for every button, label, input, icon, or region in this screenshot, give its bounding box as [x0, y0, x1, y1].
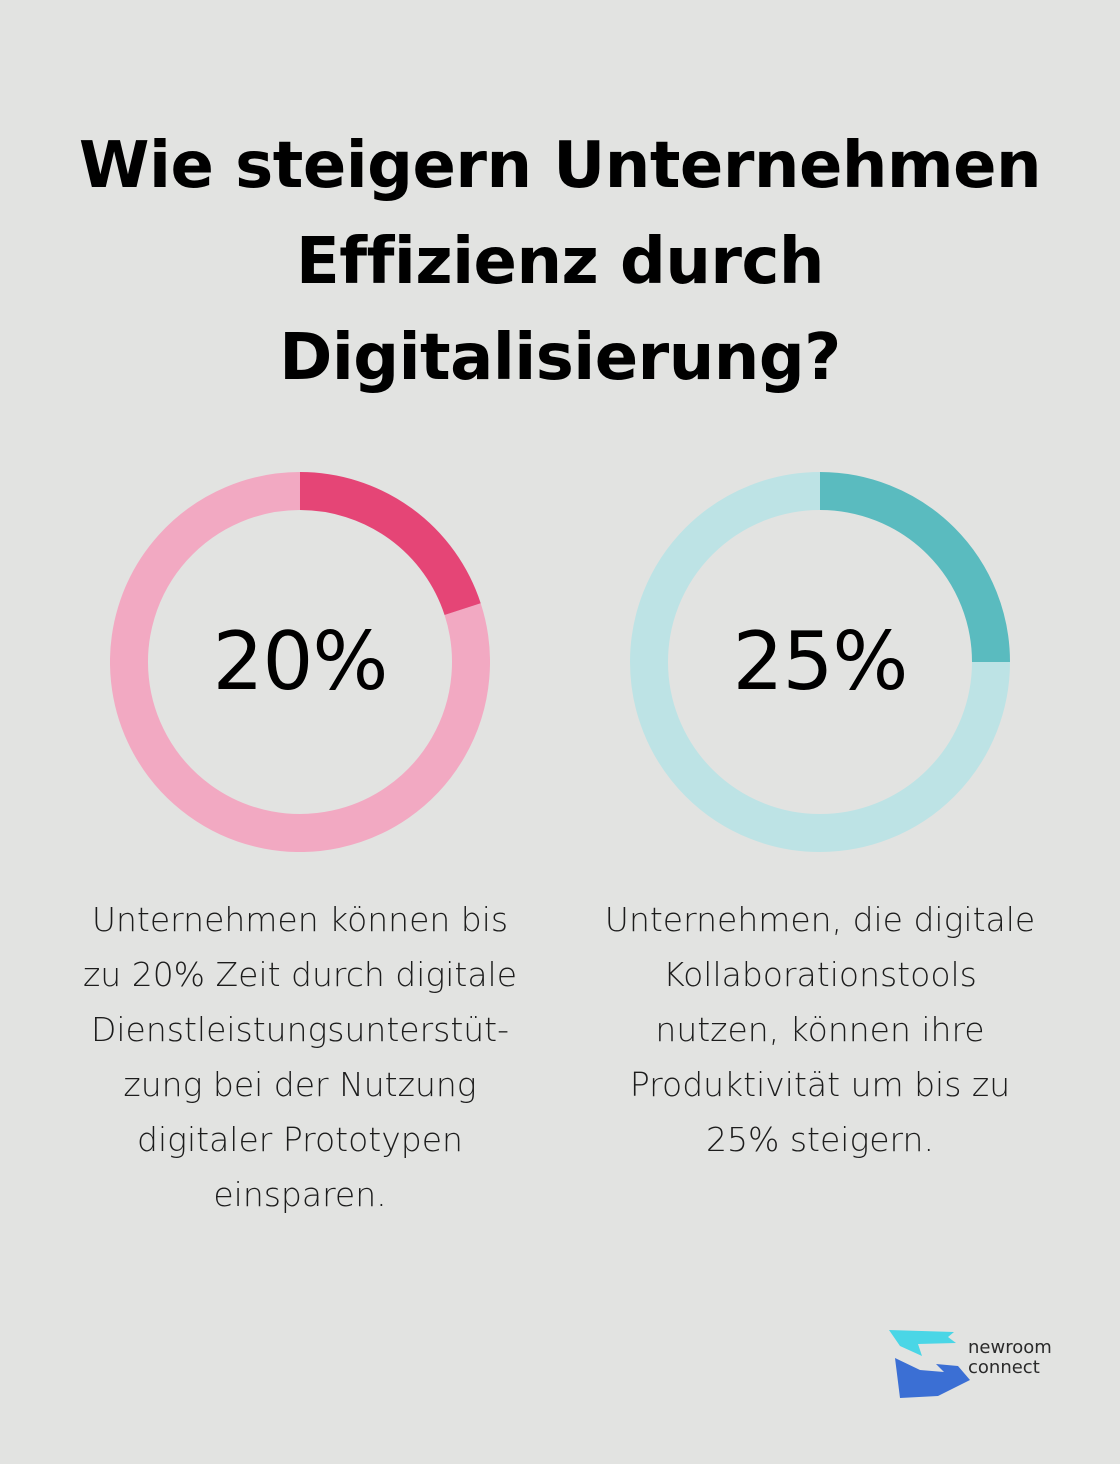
title-line: Effizienz durch — [296, 225, 824, 299]
description-line: zu 20% Zeit durch digitale — [82, 955, 518, 994]
description-line: einsparen. — [213, 1175, 387, 1214]
donut-svg — [110, 472, 490, 852]
description-line: Unternehmen können bis — [91, 900, 509, 939]
title-line: Wie steigern Unternehmen — [78, 129, 1042, 203]
donut-svg — [630, 472, 1010, 852]
donut-highlight — [819, 472, 1010, 663]
description-line: Dienstleistungsunterstüt- — [90, 1010, 510, 1049]
brand-logo: newroom connect — [888, 1328, 1068, 1400]
donut-track — [630, 472, 1010, 852]
donut-chart-right: 25% — [630, 472, 1010, 852]
page-title: Wie steigern Unternehmen Effizienz durch… — [0, 118, 1120, 406]
donut-track — [110, 472, 490, 852]
description-line: Unternehmen, die digitale — [604, 900, 1036, 939]
percentage-label: 20% — [212, 615, 389, 708]
description-line: 25% steigern. — [706, 1120, 934, 1159]
percentage-label: 25% — [732, 615, 909, 708]
description-right: Unternehmen, die digitale Kollaborations… — [570, 892, 1070, 1167]
donut-highlight — [299, 472, 481, 616]
description-line: zung bei der Nutzung — [123, 1065, 477, 1104]
logo-text-line: newroom — [968, 1337, 1052, 1358]
description-line: digitaler Prototypen — [137, 1120, 463, 1159]
logo-text-line: connect — [968, 1357, 1040, 1378]
logo-mark-icon — [889, 1330, 970, 1398]
description-left: Unternehmen können bis zu 20% Zeit durch… — [50, 892, 550, 1222]
description-line: nutzen, können ihre — [655, 1010, 985, 1049]
donut-chart-left: 20% — [110, 472, 490, 852]
title-line: Digitalisierung? — [279, 321, 841, 395]
description-line: Kollaborationstools — [663, 955, 977, 994]
logo-wordmark: newroom connect — [968, 1338, 1052, 1378]
description-line: Produktivität um bis zu — [629, 1065, 1011, 1104]
